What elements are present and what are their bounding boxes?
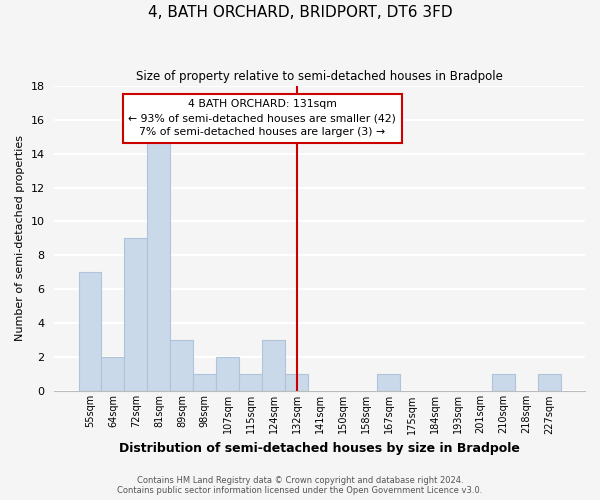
Bar — [492, 374, 515, 392]
Bar — [217, 358, 239, 392]
Bar — [124, 238, 148, 392]
Y-axis label: Number of semi-detached properties: Number of semi-detached properties — [15, 136, 25, 342]
Bar — [193, 374, 217, 392]
Text: Contains HM Land Registry data © Crown copyright and database right 2024.
Contai: Contains HM Land Registry data © Crown c… — [118, 476, 482, 495]
Bar — [148, 136, 170, 392]
Bar — [239, 374, 262, 392]
Bar — [79, 272, 101, 392]
Bar — [262, 340, 285, 392]
Bar — [285, 374, 308, 392]
Bar — [170, 340, 193, 392]
Text: 4, BATH ORCHARD, BRIDPORT, DT6 3FD: 4, BATH ORCHARD, BRIDPORT, DT6 3FD — [148, 5, 452, 20]
Bar — [101, 358, 124, 392]
X-axis label: Distribution of semi-detached houses by size in Bradpole: Distribution of semi-detached houses by … — [119, 442, 520, 455]
Title: Size of property relative to semi-detached houses in Bradpole: Size of property relative to semi-detach… — [136, 70, 503, 83]
Bar — [538, 374, 561, 392]
Text: 4 BATH ORCHARD: 131sqm
← 93% of semi-detached houses are smaller (42)
7% of semi: 4 BATH ORCHARD: 131sqm ← 93% of semi-det… — [128, 99, 396, 137]
Bar — [377, 374, 400, 392]
